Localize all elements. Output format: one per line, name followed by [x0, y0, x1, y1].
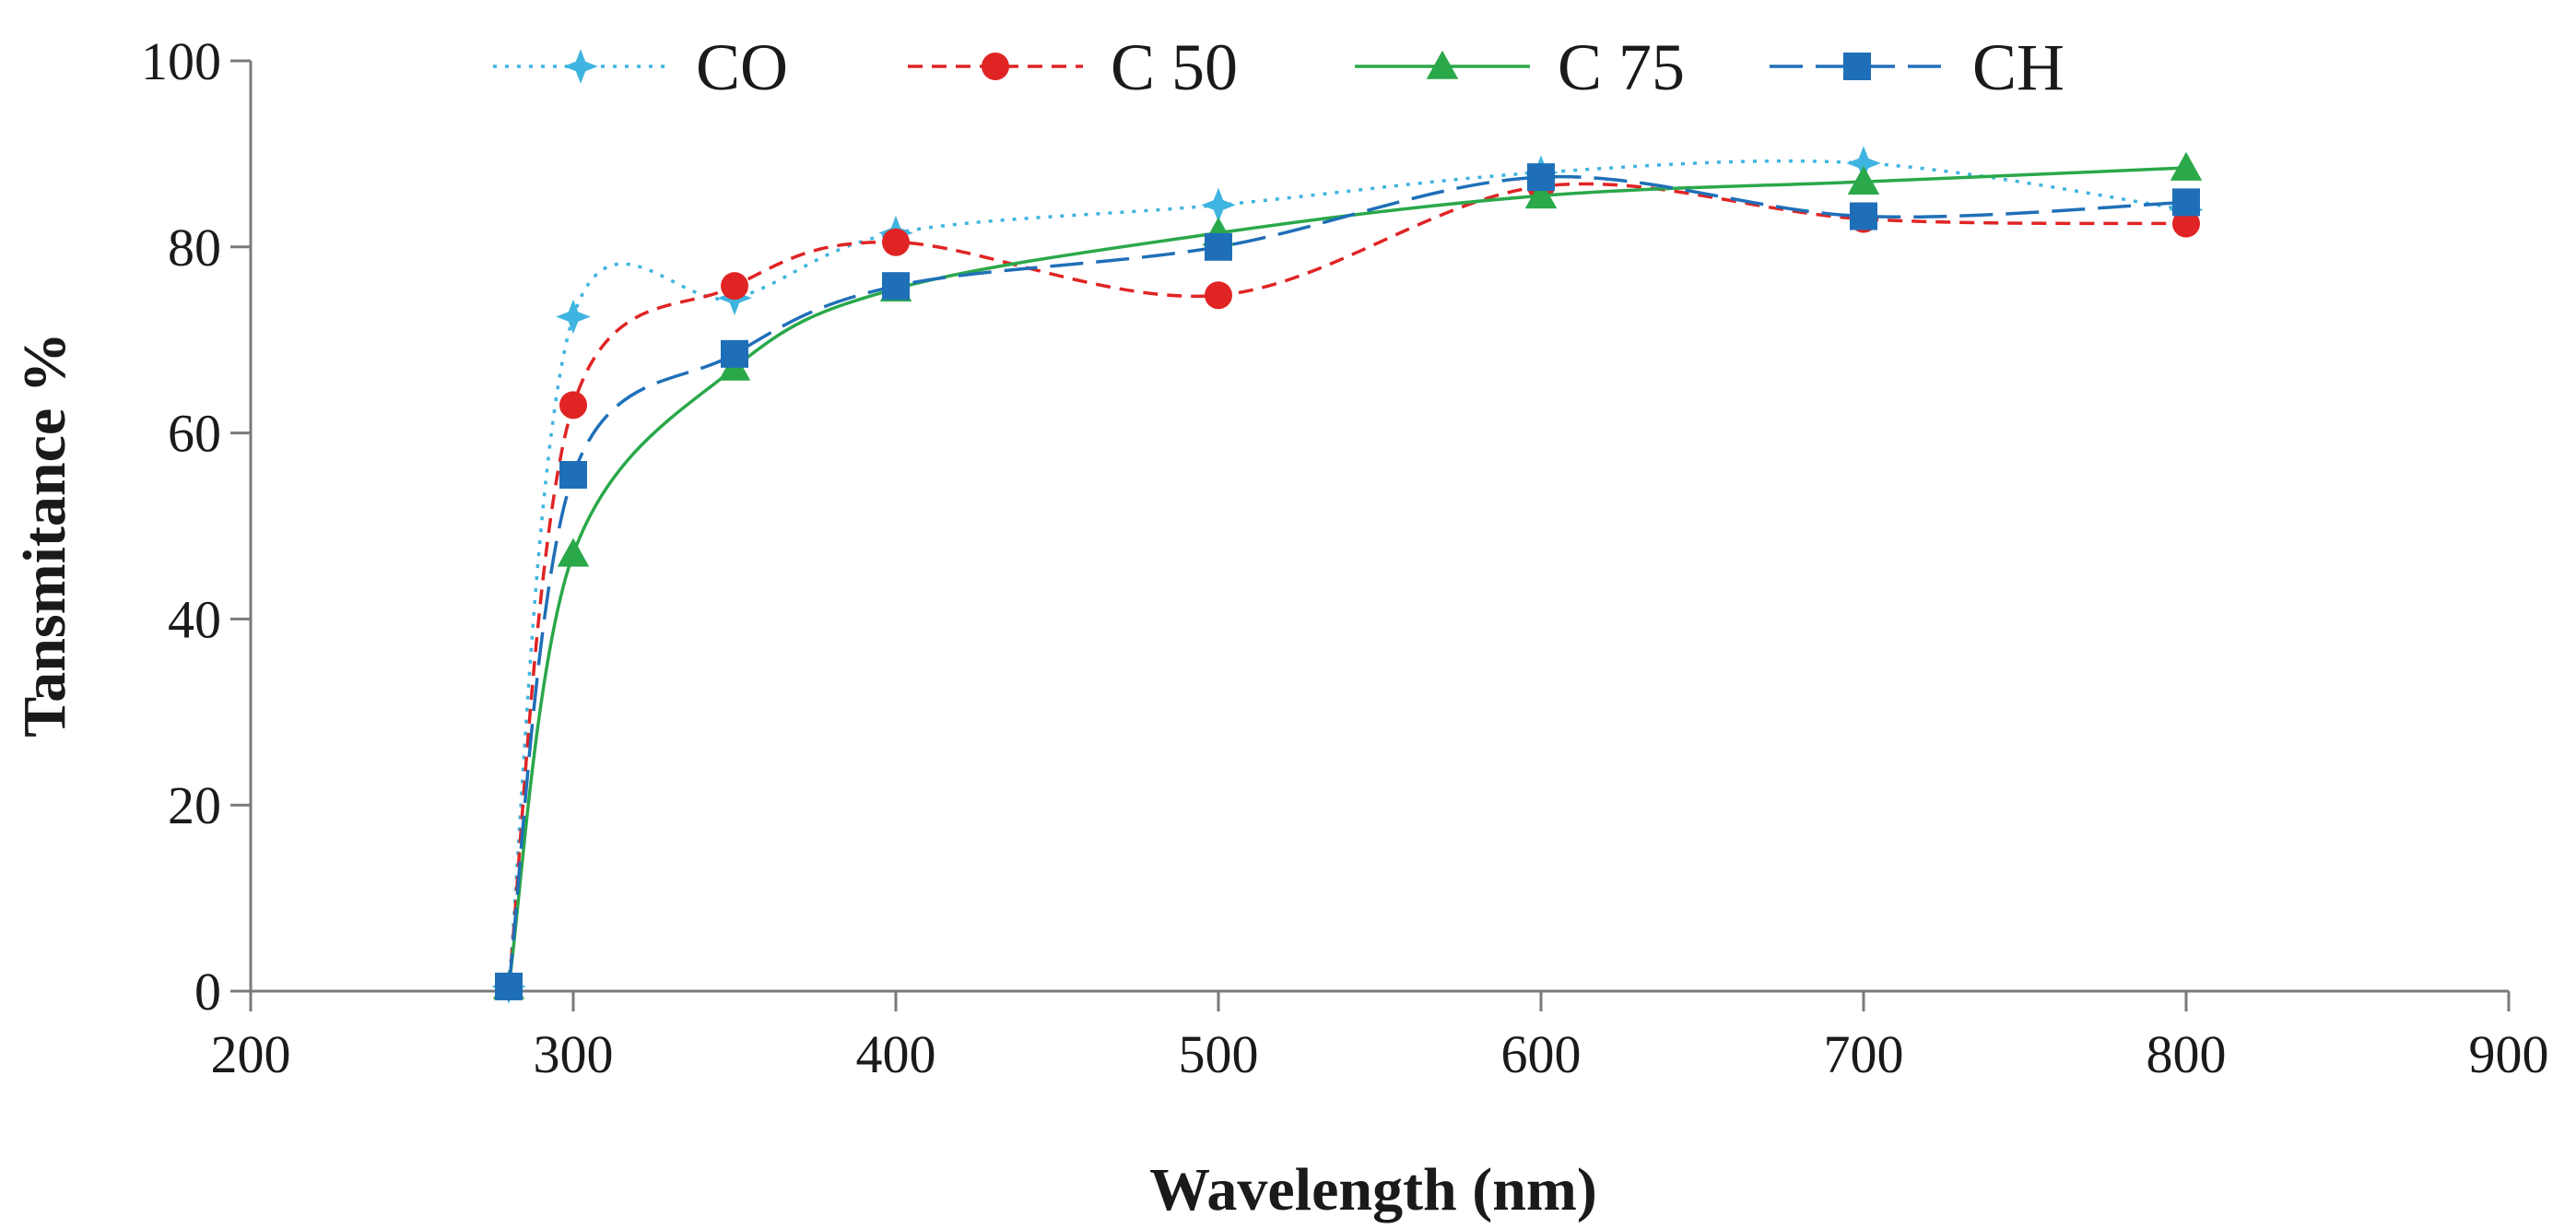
legend: CO C 50 C 75 CH [493, 30, 2064, 104]
series-line [507, 166, 2187, 987]
data-point [559, 461, 587, 490]
data-point [882, 228, 910, 256]
series-line [507, 159, 2187, 987]
axes: 0 20 40 60 80 100 200 300 400 500 600 700 800 900 [141, 31, 2549, 1084]
data-point [556, 299, 591, 335]
series-ch [495, 163, 2200, 1000]
data-point [2172, 209, 2200, 238]
data-point [1201, 187, 1236, 223]
data-point [1527, 163, 1555, 192]
x-tick-label: 400 [856, 1024, 936, 1084]
legend-item: C 75 [1355, 30, 1685, 104]
data-point [2170, 151, 2203, 181]
data-point [1524, 180, 1558, 209]
legend-label: CH [1972, 30, 2064, 104]
series-co [491, 146, 2204, 1004]
data-point [1846, 146, 1881, 181]
y-tick-label: 0 [194, 962, 221, 1022]
legend-label: C 50 [1111, 30, 1238, 104]
data-point [882, 272, 910, 301]
y-tick-label: 80 [168, 218, 221, 278]
y-tick-label: 60 [168, 404, 221, 464]
y-tick-label: 100 [141, 31, 221, 91]
series-c-50 [495, 172, 2200, 1000]
data-point [495, 972, 523, 1000]
legend-label: C 75 [1558, 30, 1685, 104]
x-tick-label: 200 [211, 1024, 291, 1084]
data-point [559, 391, 587, 420]
legend-item: CO [493, 30, 788, 104]
data-point [721, 272, 748, 301]
legend-marker [1843, 53, 1871, 80]
y-axis-title: Tansmitance % [11, 332, 78, 737]
series-line [507, 174, 2187, 987]
x-tick-label: 500 [1179, 1024, 1259, 1084]
x-tick-label: 300 [534, 1024, 614, 1084]
data-point [557, 538, 590, 567]
legend-label: CO [696, 30, 788, 104]
legend-item: CH [1770, 30, 2064, 104]
series-line [507, 182, 2187, 987]
data-point [2172, 188, 2200, 217]
legend-marker [563, 49, 598, 84]
legend-item: C 50 [908, 30, 1238, 104]
x-tick-label: 800 [2147, 1024, 2227, 1084]
x-tick-label: 700 [1824, 1024, 1904, 1084]
data-point [1850, 202, 1877, 230]
legend-marker [1426, 50, 1459, 79]
data-point [721, 339, 748, 368]
data-point [1205, 232, 1232, 261]
data-point [1847, 165, 1880, 195]
data-point [1205, 281, 1232, 310]
series-group [491, 146, 2204, 1004]
y-tick-label: 40 [168, 589, 221, 649]
legend-marker [982, 53, 1009, 80]
x-tick-label: 600 [1501, 1024, 1582, 1084]
y-tick-label: 20 [168, 775, 221, 835]
x-tick-label: 900 [2469, 1024, 2549, 1084]
x-axis-title: Wavelength (nm) [1149, 1156, 1597, 1223]
